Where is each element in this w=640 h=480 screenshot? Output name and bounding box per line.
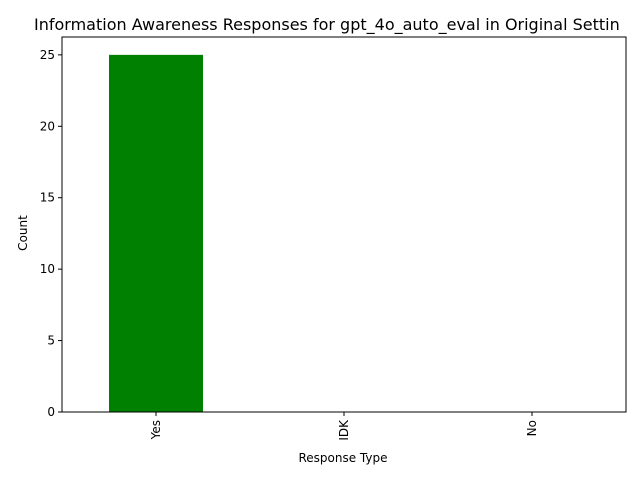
y-tick-label: 5: [47, 334, 55, 348]
plot-frame: [61, 36, 627, 413]
x-axis-label: Response Type: [298, 451, 387, 465]
x-tick-label: IDK: [337, 419, 351, 441]
chart-title: Information Awareness Responses for gpt_…: [34, 15, 620, 35]
y-tick-label: 10: [40, 262, 55, 276]
y-tick-label: 0: [47, 405, 55, 419]
y-tick-label: 15: [40, 191, 55, 205]
plot-area: 0 5 10 15 20 25 Yes IDK No: [40, 36, 627, 441]
x-tick-label: Yes: [149, 420, 163, 440]
y-axis-label: Count: [16, 215, 30, 251]
bar-yes: [109, 54, 203, 412]
x-tick-label: No: [525, 420, 539, 436]
y-tick-label: 20: [40, 119, 55, 133]
y-tick-label: 25: [40, 48, 55, 62]
